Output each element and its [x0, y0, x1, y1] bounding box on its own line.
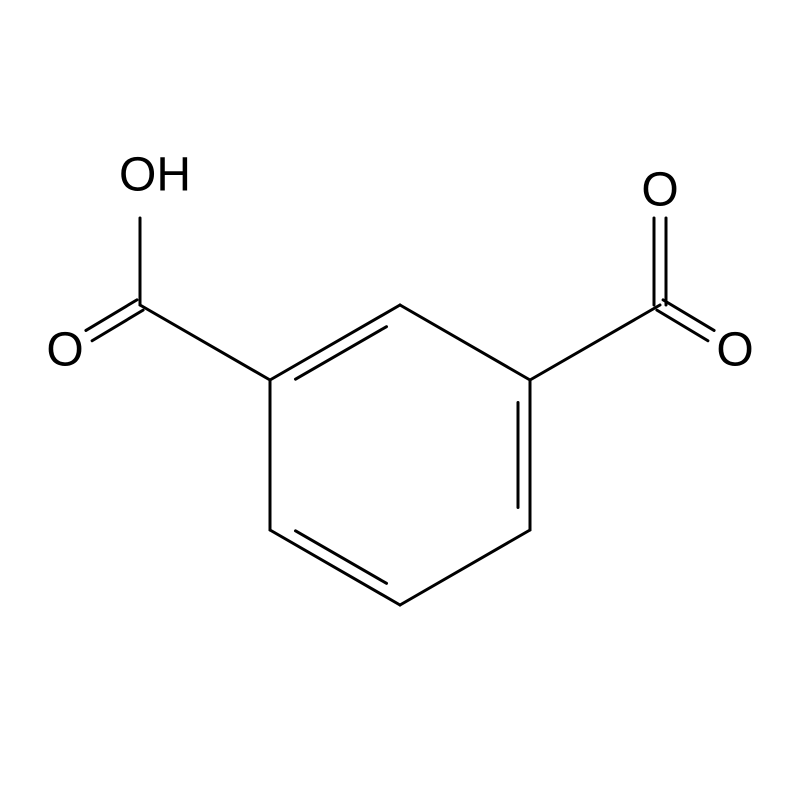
- bond: [530, 305, 660, 380]
- molecule-diagram: O OH O O: [0, 0, 800, 800]
- atom-label: O: [641, 164, 678, 217]
- atom-label: O: [716, 324, 753, 377]
- bond: [270, 530, 400, 605]
- bond: [140, 305, 270, 380]
- bond: [92, 310, 143, 341]
- bond: [295, 327, 386, 380]
- bond: [400, 305, 530, 380]
- bond: [400, 530, 530, 605]
- atom-label: OH: [119, 149, 191, 202]
- atom-label: O: [46, 324, 83, 377]
- bond: [657, 310, 708, 341]
- bond: [295, 531, 386, 584]
- bond: [270, 305, 400, 380]
- bond: [663, 300, 714, 331]
- bond: [86, 300, 137, 331]
